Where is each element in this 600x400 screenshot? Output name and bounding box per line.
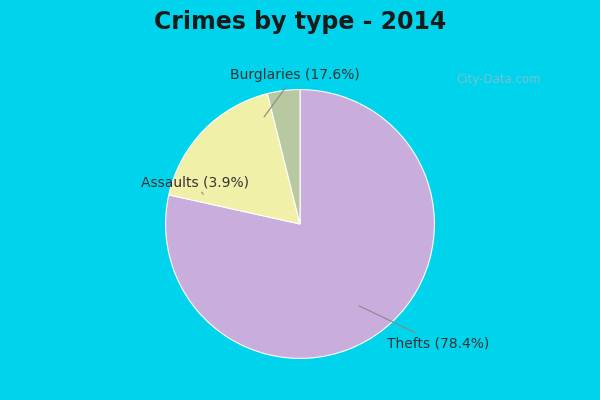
Text: Crimes by type - 2014: Crimes by type - 2014	[154, 10, 446, 34]
Wedge shape	[169, 94, 300, 224]
Text: Burglaries (17.6%): Burglaries (17.6%)	[230, 68, 360, 117]
Text: Assaults (3.9%): Assaults (3.9%)	[142, 175, 250, 194]
Text: Thefts (78.4%): Thefts (78.4%)	[359, 306, 490, 351]
Wedge shape	[268, 90, 300, 224]
Text: City-Data.com: City-Data.com	[456, 74, 541, 86]
Wedge shape	[166, 90, 434, 358]
